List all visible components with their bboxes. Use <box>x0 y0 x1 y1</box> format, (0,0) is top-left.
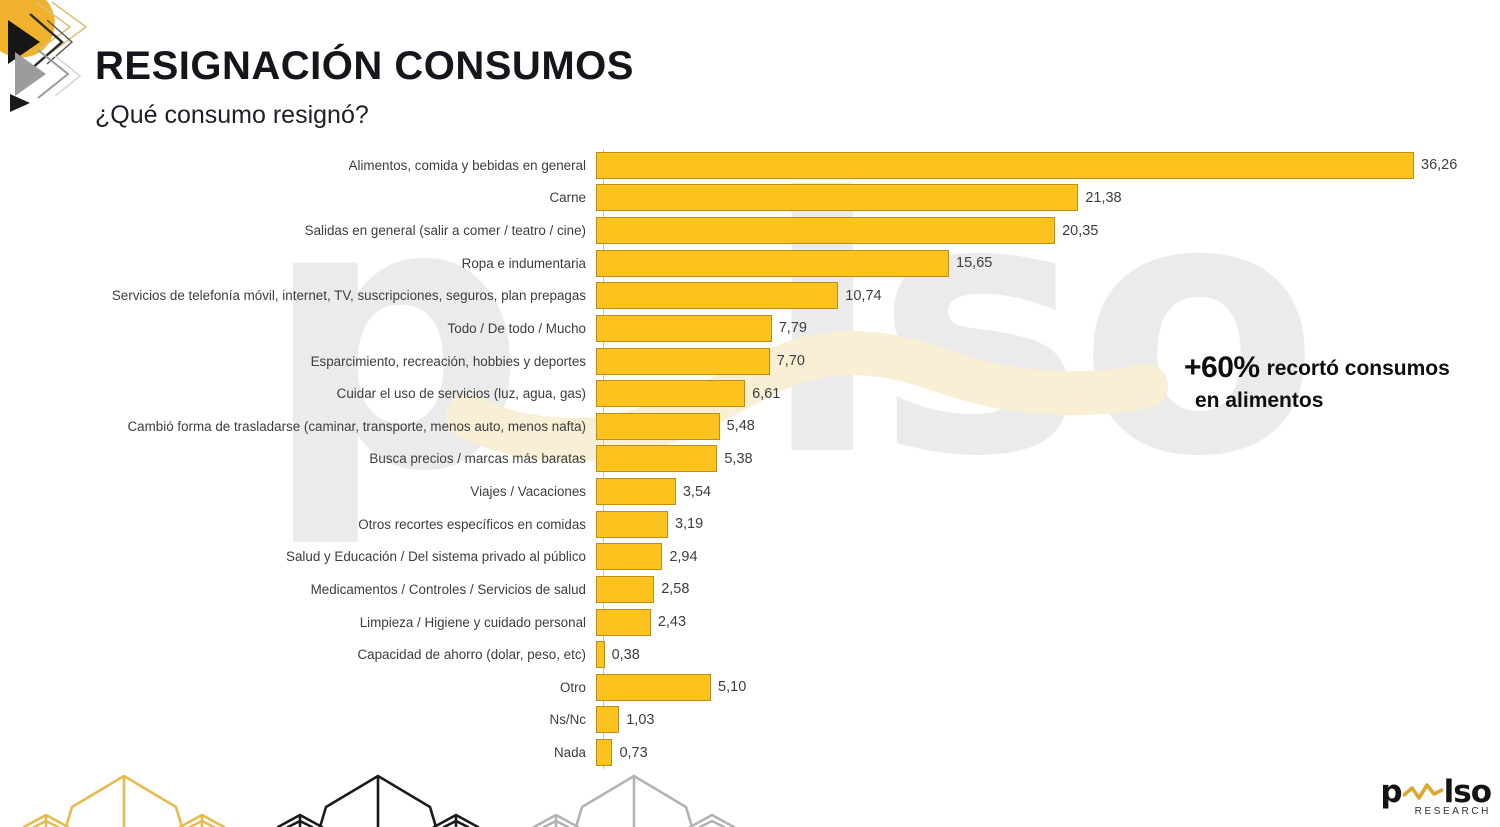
bar <box>596 184 1079 212</box>
bar <box>596 706 620 734</box>
value-label: 6,61 <box>752 385 781 402</box>
value-label: 15,65 <box>956 255 993 272</box>
category-label: Busca precios / marcas más baratas <box>369 451 586 467</box>
annotation-highlight: +60% <box>1184 351 1260 384</box>
bar <box>596 641 605 669</box>
bar-row: Viajes / Vacaciones 3,54 <box>0 475 1500 508</box>
chart-question: ¿Qué consumo resignó? <box>95 101 369 129</box>
bar <box>596 673 712 701</box>
annotation-text-line2: en alimentos <box>1195 388 1324 412</box>
crystal-decoration-icon <box>22 774 736 827</box>
bar <box>596 314 772 342</box>
bar-row: Limpieza / Higiene y cuidado personal 2,4… <box>0 606 1500 639</box>
category-label: Otro <box>559 679 586 695</box>
value-label: 1,03 <box>626 711 655 728</box>
bar-row: Alimentos, comida y bebidas en general 36… <box>0 149 1500 182</box>
bar <box>596 739 613 767</box>
bar-row: Medicamentos / Controles / Servicios de … <box>0 573 1500 606</box>
category-label: Todo / De todo / Mucho <box>447 320 586 336</box>
bar <box>596 249 950 277</box>
bar <box>596 380 746 408</box>
bar-row: Otros recortes específicos en comidas 3,1… <box>0 508 1500 541</box>
value-label: 0,38 <box>611 646 640 663</box>
bar-row: Cambió forma de trasladarse (caminar, tr… <box>0 410 1500 443</box>
category-label: Otros recortes específicos en comidas <box>358 516 586 532</box>
category-label: Servicios de telefonía móvil, internet, … <box>111 288 586 304</box>
value-label: 5,38 <box>724 450 753 467</box>
category-label: Limpieza / Higiene y cuidado personal <box>359 614 586 630</box>
bar-row: Carne 21,38 <box>0 182 1500 215</box>
category-label: Esparcimiento, recreación, hobbies y dep… <box>310 353 586 369</box>
bar <box>596 575 655 603</box>
category-label: Viajes / Vacaciones <box>470 484 586 500</box>
category-label: Carne <box>549 190 586 206</box>
value-label: 10,74 <box>845 287 882 304</box>
bar <box>596 151 1414 179</box>
value-label: 2,43 <box>657 614 687 631</box>
value-label: 0,73 <box>619 744 648 761</box>
bar <box>596 347 770 375</box>
value-label: 7,70 <box>776 353 805 370</box>
wordmark-p: p <box>1380 773 1402 810</box>
bar-row: Salidas en general (salir a comer / teat… <box>0 214 1500 247</box>
research-label: RESEARCH <box>1414 806 1491 817</box>
bar <box>596 478 676 506</box>
bar-row: Salud y Educación / Del sistema privado … <box>0 541 1500 574</box>
pulso-logo-mark-icon <box>0 0 88 112</box>
bar-row: Servicios de telefonía móvil, internet, … <box>0 280 1500 313</box>
annotation-text-line1: recortó consumos <box>1266 357 1450 380</box>
category-label: Salidas en general (salir a comer / teat… <box>304 223 586 239</box>
value-label: 20,35 <box>1062 222 1099 239</box>
bar-row: Otro 5,10 <box>0 671 1500 704</box>
value-label: 2,58 <box>661 581 690 598</box>
pulse-wave-icon <box>1402 783 1443 800</box>
category-label: Cuidar el uso de servicios (luz, agua, g… <box>336 386 586 402</box>
bar <box>596 510 668 538</box>
value-label: 3,19 <box>674 516 704 533</box>
value-label: 5,48 <box>726 418 755 435</box>
bar <box>596 282 839 310</box>
bar-chart: Alimentos, comida y bebidas en general 36… <box>0 149 1500 769</box>
bar-row: Todo / De todo / Mucho 7,79 <box>0 312 1500 345</box>
bar <box>596 608 651 636</box>
category-label: Cambió forma de trasladarse (caminar, tr… <box>127 418 586 434</box>
category-label: Alimentos, comida y bebidas en general <box>348 157 586 173</box>
category-label: Nada <box>553 745 586 761</box>
category-label: Salud y Educación / Del sistema privado … <box>286 549 586 565</box>
bar <box>596 412 720 440</box>
bar-row: Busca precios / marcas más baratas 5,38 <box>0 443 1500 476</box>
category-label: Ropa e indumentaria <box>461 255 586 271</box>
pulso-research-logo: p lso RESEARCH <box>1380 773 1492 817</box>
value-label: 21,38 <box>1085 189 1122 206</box>
value-label: 7,79 <box>778 320 807 337</box>
value-label: 2,94 <box>669 548 698 565</box>
category-label: Capacidad de ahorro (dolar, peso, etc) <box>357 647 586 663</box>
wordmark-lso: lso <box>1443 773 1492 810</box>
bar-row: Ropa e indumentaria 15,65 <box>0 247 1500 280</box>
category-label: Medicamentos / Controles / Servicios de … <box>310 581 586 597</box>
pulso-wordmark: p lso <box>1380 773 1492 810</box>
bar <box>596 217 1056 245</box>
annotation-callout: +60% recortó consumos en alimentos <box>1184 349 1450 414</box>
bar-row: Nada 0,73 <box>0 736 1500 769</box>
page-title: RESIGNACIÓN CONSUMOS <box>95 44 634 88</box>
value-label: 36,26 <box>1421 157 1458 174</box>
category-label: Ns/Nc <box>549 712 586 728</box>
bar <box>596 543 663 571</box>
value-label: 3,54 <box>682 483 712 500</box>
value-label: 5,10 <box>718 679 747 696</box>
bar-row: Ns/Nc 1,03 <box>0 704 1500 737</box>
bar-row: Capacidad de ahorro (dolar, peso, etc) 0,… <box>0 638 1500 671</box>
bar <box>596 445 718 473</box>
